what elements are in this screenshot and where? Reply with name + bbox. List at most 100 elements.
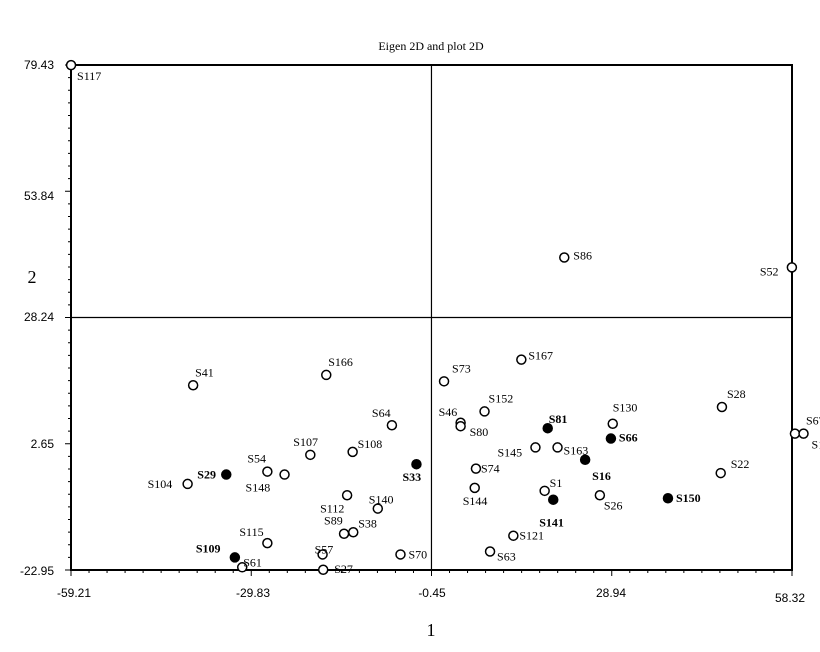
data-point [455,420,466,432]
point-label: S163 [564,443,589,457]
data-point [279,469,290,480]
axis-ticks [65,64,793,576]
data-point [182,478,193,490]
data-point [547,494,559,505]
point-labels: S117 S86 S52 S167 S41 S166 S73 S28 S152 S46 S64 S80… [77,69,820,576]
point-label: S121 [519,529,544,543]
data-point [530,442,541,453]
data-point [508,530,519,541]
data-point [470,463,482,474]
point-label: S33 [402,470,421,484]
data-point [236,562,248,573]
point-label: S145 [497,445,522,459]
data-point [341,490,353,501]
data-point [662,492,674,504]
point-label: S130 [613,401,638,415]
point-label: S81 [549,412,568,426]
point-label: S115 [239,525,263,539]
x-tick-label: 58.32 [775,591,805,605]
point-label: S61 [243,555,262,569]
data-point [372,503,384,514]
point-label: S167 [528,349,553,363]
point-label: S86 [573,249,592,263]
point-label: S46 [439,405,458,419]
data-point [607,418,618,429]
point-label: S16 [592,469,611,483]
point-label: S144 [463,494,488,508]
point-label: S38 [358,516,377,530]
point-label: S141 [539,516,564,530]
x-tick-label: -59.21 [57,586,91,600]
data-point [262,537,273,549]
data-point [594,490,606,501]
point-label: S26 [604,498,623,512]
data-point [386,419,398,431]
point-label: S117 [77,69,101,83]
y-tick-label: 53.84 [24,189,54,203]
data-point [715,467,726,479]
point-label: S104 [148,477,173,491]
data-point [187,380,199,391]
point-label: S89 [324,514,343,528]
x-tick-label: -0.45 [418,586,446,600]
data-point [605,433,617,444]
data-point [539,485,550,497]
data-point [395,549,406,560]
point-label: S165 [812,438,820,452]
data-point [338,528,350,539]
x-tick-label: -29.83 [236,586,270,600]
data-point [348,527,359,538]
data-point [552,442,563,453]
data-point [347,446,358,458]
point-label: S66 [619,431,638,445]
point-label: S63 [497,550,516,564]
data-point [469,482,480,494]
data-point [559,252,570,263]
y-tick-label: 2.65 [31,437,55,451]
data-point [221,469,232,480]
data-point [479,406,490,417]
x-axis-label: 1 [427,620,436,640]
data-point [579,454,591,466]
point-label: S150 [676,491,701,505]
data-point [229,552,241,563]
point-label: S140 [369,493,394,507]
y-axis-label: 2 [28,267,37,287]
point-label: S64 [372,406,391,420]
point-label: S74 [481,462,500,476]
point-label: S73 [452,361,471,375]
point-label: S29 [197,468,216,482]
point-label: S70 [408,547,427,561]
point-label: S80 [470,425,489,439]
y-tick-label: 28.24 [24,310,54,324]
data-point [65,59,77,71]
data-point [798,428,809,439]
point-label: S22 [731,457,750,471]
point-label: S57 [315,542,334,556]
point-label: S28 [727,387,746,401]
point-label: S67 [806,414,820,428]
data-points [65,59,809,576]
point-label: S166 [328,355,353,369]
data-point [789,428,801,439]
y-tick-label: -22.95 [20,564,54,578]
data-point [411,458,422,470]
point-label: S148 [246,481,271,495]
point-label: S41 [195,365,214,379]
point-label: S107 [293,435,318,449]
x-tick-label: 28.94 [596,586,626,600]
point-label: S109 [196,541,221,555]
data-point [317,549,328,560]
data-point [484,546,496,557]
data-point [716,401,728,413]
data-point [542,422,553,434]
point-label: S152 [489,391,514,405]
point-label: S27 [334,562,353,576]
data-point [786,262,798,273]
data-point [305,449,316,461]
y-tick-label: 79.43 [24,58,54,72]
data-point [262,466,273,477]
data-point [317,564,329,576]
point-label: S54 [247,452,266,466]
